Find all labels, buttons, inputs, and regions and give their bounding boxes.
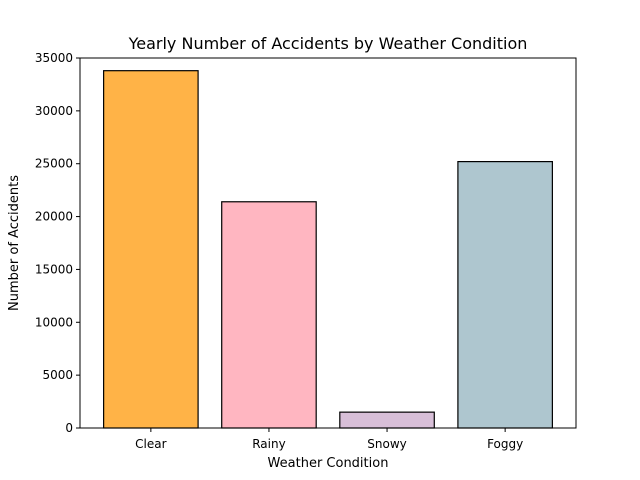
bar-clear xyxy=(103,70,199,429)
bar-snowy xyxy=(339,411,435,429)
y-tick-label: 30000 xyxy=(35,104,73,118)
bar-foggy xyxy=(457,161,553,429)
x-tick-label: Rainy xyxy=(252,437,285,451)
y-tick-label: 10000 xyxy=(35,315,73,329)
x-axis-label: Weather Condition xyxy=(268,456,389,471)
y-tick-label: 35000 xyxy=(35,51,73,65)
x-tick-label: Foggy xyxy=(487,437,523,451)
y-tick-label: 25000 xyxy=(35,157,73,171)
x-tick-label: Snowy xyxy=(367,437,406,451)
plot-frame xyxy=(79,57,577,429)
x-tick-label: Clear xyxy=(135,437,166,451)
y-tick-label: 15000 xyxy=(35,262,73,276)
bar-rainy xyxy=(221,201,317,429)
chart-title: Yearly Number of Accidents by Weather Co… xyxy=(128,34,528,53)
y-tick-label: 5000 xyxy=(42,368,73,382)
y-axis-label: Number of Accidents xyxy=(7,175,22,311)
y-tick-label: 0 xyxy=(65,421,73,435)
y-tick-label: 20000 xyxy=(35,210,73,224)
